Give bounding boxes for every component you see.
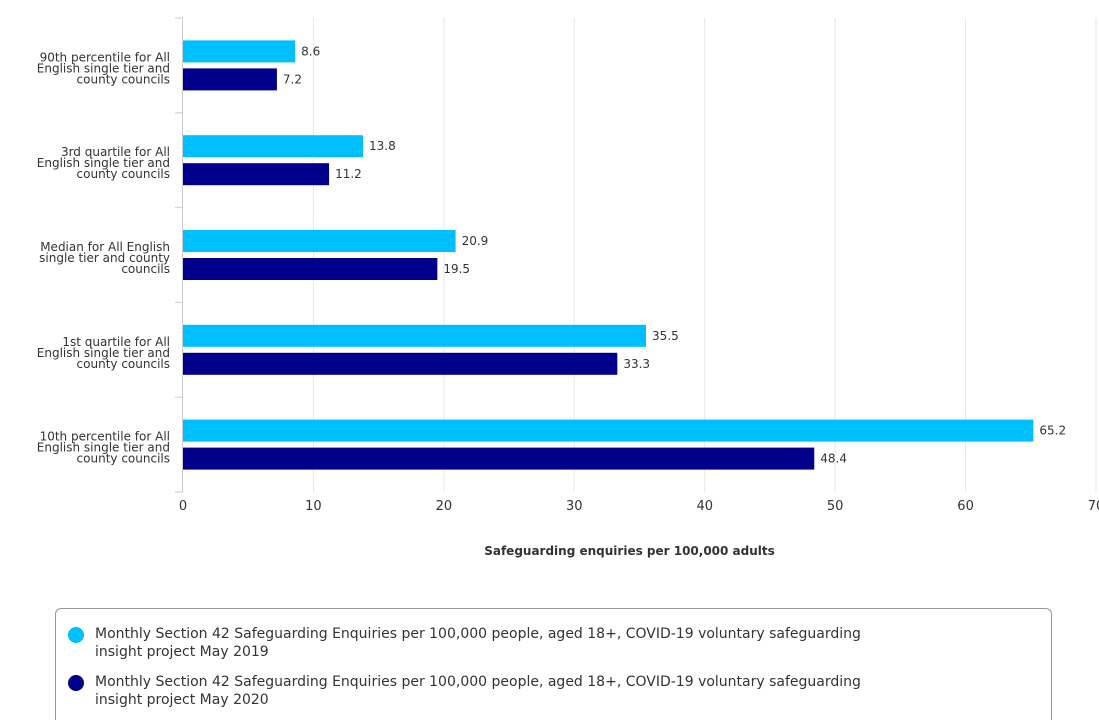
x-tick-label-40: 40 [696, 499, 713, 514]
category-label-2-line-1: Median for All English [40, 240, 170, 254]
data-label-series-1-category-0: 7.2 [283, 72, 302, 86]
legend: Monthly Section 42 Safeguarding Enquirie… [55, 608, 1052, 720]
category-label-3-line-1: 1st quartile for All [62, 335, 170, 349]
legend-marker-2020 [68, 675, 84, 691]
legend-label-2019: Monthly Section 42 Safeguarding Enquirie… [95, 625, 861, 661]
data-label-series-1-category-1: 11.2 [335, 167, 362, 181]
data-label-series-1-category-2: 19.5 [443, 262, 470, 276]
category-label-1-line-3: county councils [77, 167, 170, 181]
category-label-4-line-2: English single tier and [37, 441, 170, 455]
legend-label-2020-line1: Monthly Section 42 Safeguarding Enquirie… [95, 674, 861, 690]
bar-series-1-category-2 [183, 258, 438, 280]
x-tick-label-30: 30 [566, 499, 583, 514]
x-tick-label-0: 0 [179, 499, 187, 514]
bar-series-0-category-1 [183, 135, 363, 158]
category-label-2-line-2: single tier and county [39, 251, 170, 265]
data-label-series-1-category-4: 48.4 [820, 452, 847, 466]
bar-series-1-category-4 [183, 447, 815, 470]
category-label-3-line-2: English single tier and [37, 346, 170, 360]
bar-series-0-category-0 [183, 40, 296, 63]
legend-label-2020-line2: insight project May 2020 [95, 692, 269, 708]
legend-marker-2019 [68, 627, 84, 643]
x-tick-label-70: 70 [1088, 499, 1099, 514]
legend-item-2019[interactable]: Monthly Section 42 Safeguarding Enquirie… [68, 625, 1038, 661]
category-label-2-line-3: councils [121, 262, 170, 276]
x-tick-label-50: 50 [827, 499, 844, 514]
x-tick-label-10: 10 [305, 499, 322, 514]
category-label-4-line-1: 10th percentile for All [40, 430, 170, 444]
bar-series-0-category-2 [183, 230, 456, 252]
x-axis-title: Safeguarding enquiries per 100,000 adult… [484, 544, 775, 558]
data-label-series-0-category-1: 13.8 [369, 139, 396, 153]
data-label-series-0-category-0: 8.6 [301, 44, 320, 58]
legend-label-2020: Monthly Section 42 Safeguarding Enquirie… [95, 673, 861, 709]
legend-label-2019-line1: Monthly Section 42 Safeguarding Enquirie… [95, 626, 861, 642]
legend-item-2020[interactable]: Monthly Section 42 Safeguarding Enquirie… [68, 673, 1038, 709]
category-label-4-line-3: county councils [77, 452, 170, 466]
category-label-0-line-1: 90th percentile for All [40, 50, 170, 64]
legend-label-2019-line2: insight project May 2019 [95, 644, 269, 660]
data-label-series-0-category-2: 20.9 [462, 234, 489, 248]
data-label-series-0-category-4: 65.2 [1039, 424, 1066, 438]
bar-series-0-category-4 [183, 419, 1034, 442]
bar-series-1-category-0 [183, 68, 277, 91]
bar-series-1-category-1 [183, 163, 330, 186]
bar-series-1-category-3 [183, 352, 618, 375]
data-label-series-1-category-3: 33.3 [623, 357, 650, 371]
category-label-1-line-1: 3rd quartile for All [61, 145, 170, 159]
x-tick-label-60: 60 [957, 499, 974, 514]
bar-series-0-category-3 [183, 324, 647, 347]
category-label-1-line-2: English single tier and [37, 156, 170, 170]
bar-chart: 01020304050607090th percentile for AllEn… [37, 17, 1099, 558]
category-label-0-line-2: English single tier and [37, 61, 170, 75]
category-label-0-line-3: county councils [77, 72, 170, 86]
category-label-3-line-3: county councils [77, 357, 170, 371]
x-tick-label-20: 20 [436, 499, 453, 514]
data-label-series-0-category-3: 35.5 [652, 329, 679, 343]
